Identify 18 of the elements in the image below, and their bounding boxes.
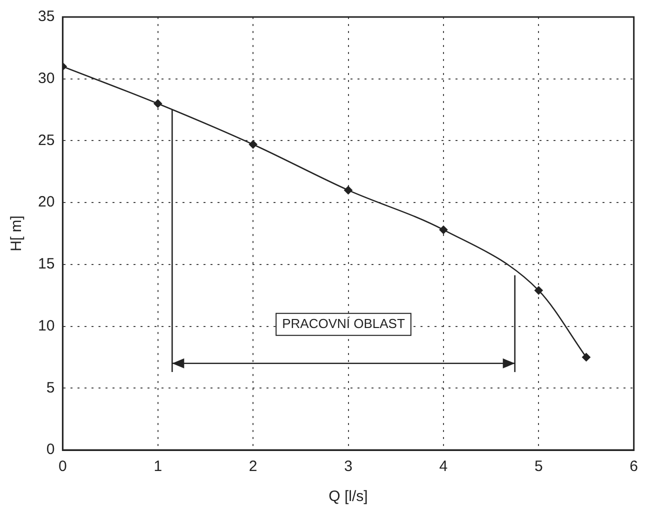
x-tick-label: 0 (58, 458, 67, 476)
y-tick-label: 10 (38, 317, 55, 334)
y-tick-label: 5 (46, 379, 55, 396)
y-axis-title: H[ m] (8, 216, 26, 252)
y-tick-label: 20 (38, 194, 55, 211)
y-tick-label: 0 (46, 441, 55, 458)
x-axis-title: Q [l/s] (328, 488, 368, 506)
x-tick-label: 4 (439, 458, 448, 476)
y-tick-label: 25 (38, 132, 55, 149)
x-tick-label: 6 (630, 458, 638, 476)
y-tick-label: 35 (38, 8, 55, 26)
annotation: PRACOVNÍ OBLAST (282, 316, 405, 332)
y-tick-label: 15 (38, 256, 55, 273)
y-tick-label: 30 (38, 70, 55, 87)
x-tick-label: 3 (344, 458, 352, 476)
x-tick-label: 1 (154, 458, 162, 476)
x-tick-label: 2 (248, 458, 258, 476)
x-tick-label: 5 (534, 458, 543, 476)
